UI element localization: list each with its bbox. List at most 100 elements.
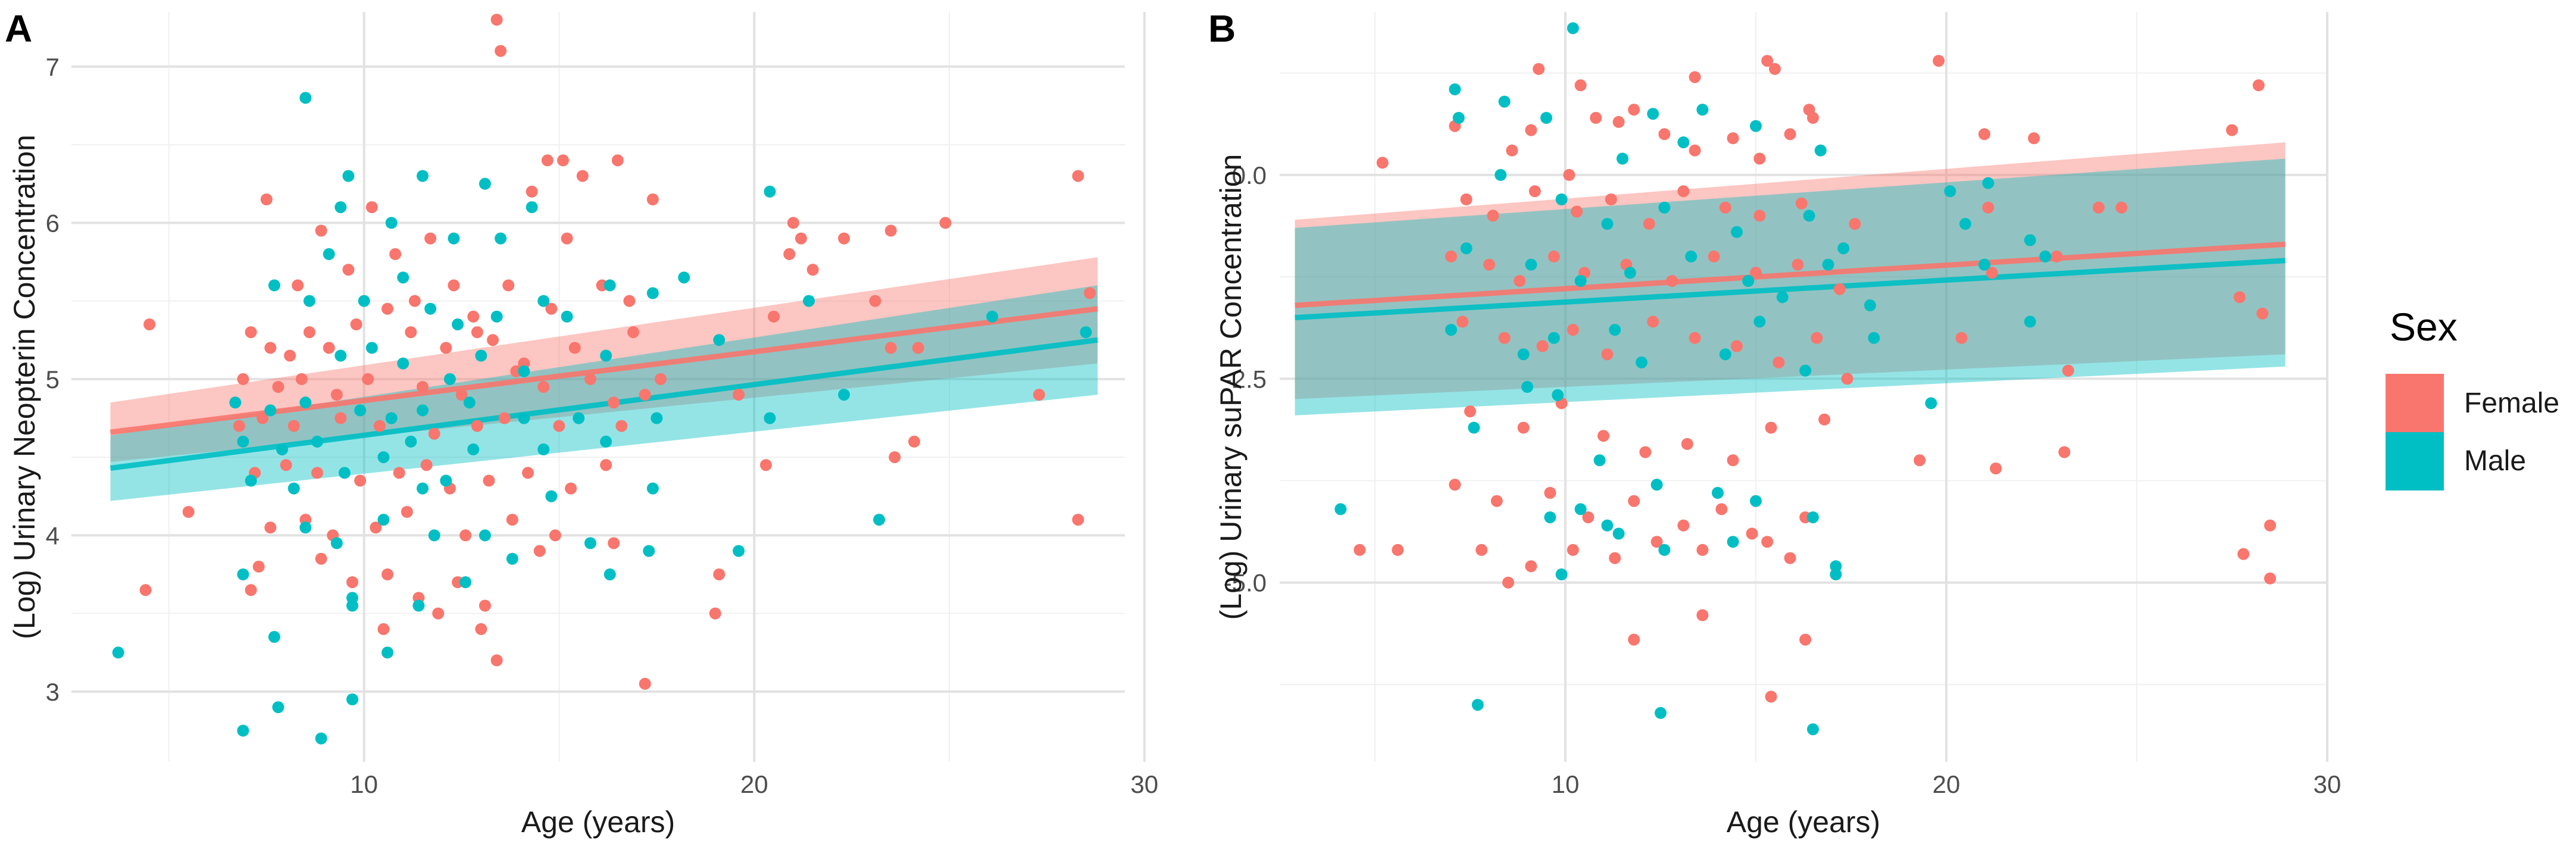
panel-a-point-female (182, 506, 195, 518)
panel-b-point-female (1605, 193, 1617, 205)
panel-b-point-female (1799, 633, 1812, 646)
panel-b-point-female (1590, 112, 1602, 124)
panel-a-point-male (440, 474, 452, 487)
panel-a-point-male (299, 92, 312, 104)
panel-a-point-female (608, 537, 620, 549)
panel-a-point-male (276, 443, 288, 455)
panel-b-point-female (1750, 267, 1762, 279)
panel-a-point-male (299, 396, 312, 409)
panel-b-point-male (1959, 218, 1971, 230)
panel-a-point-male (573, 412, 585, 424)
panel-a-point-male (479, 529, 491, 542)
panel-a-point-female (479, 599, 491, 612)
panel-a-x-tick-label-10: 10 (350, 770, 378, 798)
panel-a-point-female (623, 295, 636, 307)
panel-a-point-female (869, 295, 881, 307)
panel-b-point-female (2237, 548, 2250, 560)
legend: Sex Female Male (2386, 305, 2559, 490)
panel-a-point-female (490, 654, 503, 667)
panel-b-point-male (1471, 699, 1484, 711)
panel-b-point-female (1601, 348, 1614, 361)
panel-b-point-female (2050, 250, 2063, 262)
panel-b-point-female (1517, 421, 1530, 434)
panel-b-x-tick-label-20: 20 (1933, 770, 1961, 798)
panel-b-point-female (1708, 250, 1720, 262)
panel-a-point-male (764, 412, 776, 424)
panel-a-point-male (424, 302, 437, 315)
panel-b-point-female (1784, 128, 1796, 140)
panel-b-point-male (1731, 226, 1743, 238)
panel-a-point-female (233, 420, 245, 432)
panel-a-point-female (1072, 170, 1084, 182)
panel-b-point-female (1955, 332, 1968, 344)
panel-a-point-male (264, 404, 277, 417)
panel-b-point-female (1689, 71, 1701, 83)
panel-b-point-female (1533, 62, 1545, 75)
panel-b-y-tick-label-0-0: 0.0 (1232, 161, 1267, 189)
panel-b-x-tick-label-30: 30 (2314, 770, 2341, 798)
panel-a-point-female (537, 381, 550, 393)
panel-b-point-male (1612, 527, 1625, 540)
panel-a-point-female (1033, 389, 1045, 401)
legend-label-male: Male (2464, 445, 2526, 477)
panel-a-y-tick-label-6: 6 (46, 209, 60, 237)
panel-a-point-male (803, 295, 815, 307)
panel-a-point-male (545, 490, 558, 502)
panel-a-point-female (365, 201, 378, 214)
panel-b-point-female (1456, 315, 1469, 328)
panel-a-point-male (651, 412, 663, 424)
panel-b-point-female (1353, 543, 1366, 556)
panel-b-point-female (1731, 340, 1743, 352)
panel-b-point-male (1445, 324, 1457, 336)
panel-b-point-female (1598, 430, 1609, 442)
panel-a-point-male (604, 568, 616, 580)
panel-a-point-male (678, 271, 690, 284)
panel-a-point-male (443, 373, 456, 385)
panel-a-point-female (522, 467, 534, 479)
panel-b-point-female (1849, 218, 1861, 230)
panel-b-point-male (1334, 503, 1347, 515)
panel-b-point-female (2264, 572, 2276, 585)
panel-b-point-male (1803, 210, 1815, 222)
panel-a-point-female (498, 412, 511, 424)
panel-a-point-male (299, 521, 312, 534)
panel-b-point-male (1753, 315, 1766, 328)
panel-a-point-male (268, 279, 280, 292)
panel-a-point-female (487, 334, 499, 346)
panel-a-point-female (549, 529, 561, 542)
panel-b-point-male (1636, 356, 1647, 368)
panel-b-point-male (1617, 152, 1628, 165)
panel-b-point-male (1647, 108, 1659, 120)
panel-a-point-female (502, 279, 515, 292)
panel-a-point-female (783, 248, 796, 260)
panel-a-point-male (237, 435, 249, 448)
panel-b-point-female (1769, 62, 1781, 75)
panel-a-point-female (448, 279, 460, 292)
panel-b-point-male (1776, 291, 1789, 304)
panel-b-point-female (1475, 543, 1488, 556)
panel-a-point-female (420, 459, 433, 471)
panel-a-point-male (346, 599, 358, 612)
panel-a-point-female (639, 677, 651, 690)
panel-b: 10 20 30 0.0 -2.5 -5.0 Age (years) (Log) Urinar… (1214, 12, 2341, 839)
panel-a-point-male (459, 576, 472, 589)
panel-b-point-female (1571, 205, 1583, 218)
panel-b-point-male (1540, 112, 1552, 124)
panel-a-point-female (759, 459, 772, 471)
legend-swatch-female (2386, 374, 2444, 432)
panel-b-point-female (1689, 144, 1701, 157)
panel-a-point-male (646, 287, 659, 299)
panel-b-trend-line-male (1295, 258, 2286, 321)
panel-b-point-female (1483, 258, 1495, 271)
panel-a-point-female (280, 459, 292, 471)
panel-a-point-male (358, 295, 370, 307)
panel-b-point-female (1818, 413, 1831, 426)
panel-b-point-female (1460, 193, 1473, 205)
panel-b-point-female (1567, 324, 1579, 336)
panel-a-point-male (584, 537, 596, 549)
panel-a-point-female (260, 193, 273, 205)
panel-b-point-female (1567, 543, 1579, 556)
panel-a-point-female (912, 342, 924, 354)
panel-a-point-female (561, 232, 573, 245)
panel-b-ci-band-female (1295, 142, 2286, 399)
